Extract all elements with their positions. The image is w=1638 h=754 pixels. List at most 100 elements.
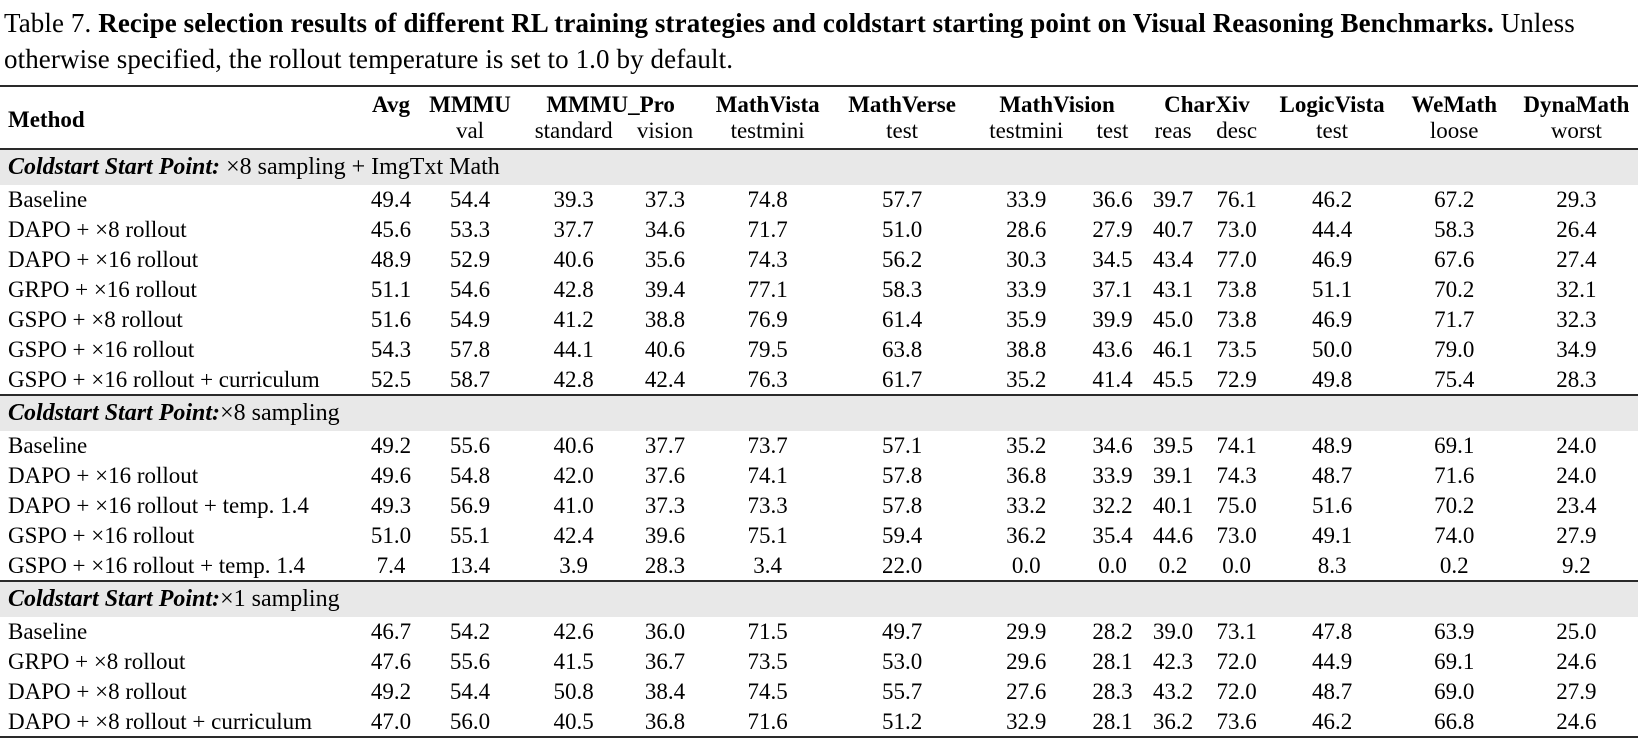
value-cell: 48.9 <box>1311 433 1353 459</box>
value-cell: 40.1 <box>1152 493 1194 519</box>
value-cell: 42.8 <box>553 366 594 392</box>
column-subheader: testmini <box>989 118 1064 144</box>
value-cell: 69.0 <box>1434 679 1475 705</box>
value-cell: 57.8 <box>881 463 923 489</box>
value-cell: 3.4 <box>753 552 783 578</box>
method-cell: DAPO + ×8 rollout + curriculum <box>8 708 313 734</box>
value-cell: 46.9 <box>1311 307 1353 333</box>
value-cell: 56.0 <box>449 708 491 734</box>
value-cell: 73.6 <box>1216 708 1257 734</box>
value-cell: 24.0 <box>1556 433 1597 459</box>
value-cell: 49.6 <box>370 463 412 489</box>
results-table: Method Avg MMMU MMMU_Pro MathVista MathVerse… <box>0 85 1638 739</box>
value-cell: 76.3 <box>747 366 788 392</box>
method-cell: GSPO + ×16 rollout <box>8 523 195 549</box>
value-cell: 46.2 <box>1311 187 1353 213</box>
value-cell: 9.2 <box>1562 552 1591 578</box>
value-cell: 54.4 <box>449 187 491 213</box>
value-cell: 47.6 <box>370 649 412 675</box>
value-cell: 0.0 <box>1222 552 1252 578</box>
value-cell: 8.3 <box>1317 552 1347 578</box>
value-cell: 37.1 <box>1092 277 1133 303</box>
value-cell: 37.7 <box>644 433 686 459</box>
value-cell: 58.7 <box>449 366 491 392</box>
value-cell: 23.4 <box>1556 493 1597 519</box>
value-cell: 57.8 <box>881 493 923 519</box>
value-cell: 38.8 <box>1006 337 1047 363</box>
value-cell: 54.8 <box>449 463 491 489</box>
value-cell: 53.0 <box>881 649 923 675</box>
value-cell: 51.6 <box>370 307 412 333</box>
value-cell: 74.0 <box>1434 523 1475 549</box>
header-group-row: Method Avg MMMU MMMU_Pro MathVista MathVerse… <box>0 86 1638 132</box>
value-cell: 72.0 <box>1216 679 1257 705</box>
column-header-mmmu: MMMU <box>429 92 511 118</box>
value-cell: 40.5 <box>553 708 594 734</box>
value-cell: 74.3 <box>1216 463 1257 489</box>
value-cell: 56.9 <box>449 493 491 519</box>
value-cell: 42.4 <box>644 366 686 392</box>
table-caption: Table 7. Recipe selection results of dif… <box>0 0 1638 85</box>
table-row: GRPO + ×16 rollout 51.1 54.6 42.8 39.4 77.1 58… <box>0 275 1638 305</box>
value-cell: 30.3 <box>1006 247 1047 273</box>
value-cell: 35.6 <box>644 247 686 273</box>
value-cell: 51.1 <box>370 277 412 303</box>
value-cell: 44.1 <box>553 337 594 363</box>
value-cell: 28.1 <box>1092 649 1133 675</box>
value-cell: 54.4 <box>449 679 491 705</box>
method-cell: Baseline <box>8 433 88 459</box>
value-cell: 45.6 <box>370 217 412 243</box>
value-cell: 55.7 <box>881 679 923 705</box>
value-cell: 72.9 <box>1216 366 1257 392</box>
value-cell: 27.9 <box>1556 523 1597 549</box>
value-cell: 50.8 <box>553 679 594 705</box>
value-cell: 57.8 <box>449 337 491 363</box>
column-header-mathvista: MathVista <box>715 92 820 118</box>
method-cell: DAPO + ×16 rollout <box>8 247 199 273</box>
method-cell: GSPO + ×16 rollout <box>8 337 195 363</box>
value-cell: 33.2 <box>1006 493 1047 519</box>
value-cell: 52.9 <box>449 247 491 273</box>
value-cell: 28.1 <box>1092 708 1133 734</box>
value-cell: 0.2 <box>1439 552 1469 578</box>
method-cell: DAPO + ×16 rollout <box>8 463 199 489</box>
column-subheader: test <box>1316 118 1349 144</box>
value-cell: 73.0 <box>1216 523 1257 549</box>
value-cell: 33.9 <box>1092 463 1133 489</box>
value-cell: 76.9 <box>747 307 788 333</box>
table-row: DAPO + ×16 rollout + temp. 1.4 49.3 56.9 41… <box>0 491 1638 521</box>
value-cell: 73.5 <box>1216 337 1257 363</box>
value-cell: 70.2 <box>1434 493 1475 519</box>
value-cell: 63.9 <box>1434 619 1475 645</box>
value-cell: 73.8 <box>1216 307 1257 333</box>
value-cell: 42.8 <box>553 277 594 303</box>
section-header-row: Coldstart Start Point: ×8 sampling + Img… <box>0 148 1638 186</box>
value-cell: 56.2 <box>881 247 923 273</box>
method-cell: GSPO + ×16 rollout + curriculum <box>8 366 320 392</box>
value-cell: 39.3 <box>553 187 594 213</box>
value-cell: 45.0 <box>1152 307 1194 333</box>
value-cell: 72.0 <box>1216 649 1257 675</box>
value-cell: 28.3 <box>644 552 686 578</box>
value-cell: 27.4 <box>1556 247 1597 273</box>
value-cell: 74.1 <box>747 463 788 489</box>
value-cell: 39.1 <box>1152 463 1194 489</box>
value-cell: 34.6 <box>644 217 686 243</box>
value-cell: 43.1 <box>1152 277 1194 303</box>
column-header-mathvision: MathVision <box>999 92 1115 118</box>
value-cell: 39.5 <box>1152 433 1194 459</box>
value-cell: 74.5 <box>747 679 788 705</box>
method-cell: GRPO + ×8 rollout <box>8 649 186 675</box>
value-cell: 37.6 <box>644 463 686 489</box>
value-cell: 35.4 <box>1092 523 1133 549</box>
table-row: DAPO + ×8 rollout 45.6 53.3 37.7 34.6 71.7 51.… <box>0 215 1638 245</box>
value-cell: 32.9 <box>1006 708 1047 734</box>
value-cell: 73.7 <box>747 433 788 459</box>
value-cell: 46.1 <box>1152 337 1194 363</box>
value-cell: 53.3 <box>449 217 491 243</box>
value-cell: 3.9 <box>559 552 589 578</box>
value-cell: 48.9 <box>370 247 412 273</box>
value-cell: 46.9 <box>1311 247 1353 273</box>
caption-prefix: Table 7. <box>4 8 92 38</box>
value-cell: 27.9 <box>1556 679 1597 705</box>
